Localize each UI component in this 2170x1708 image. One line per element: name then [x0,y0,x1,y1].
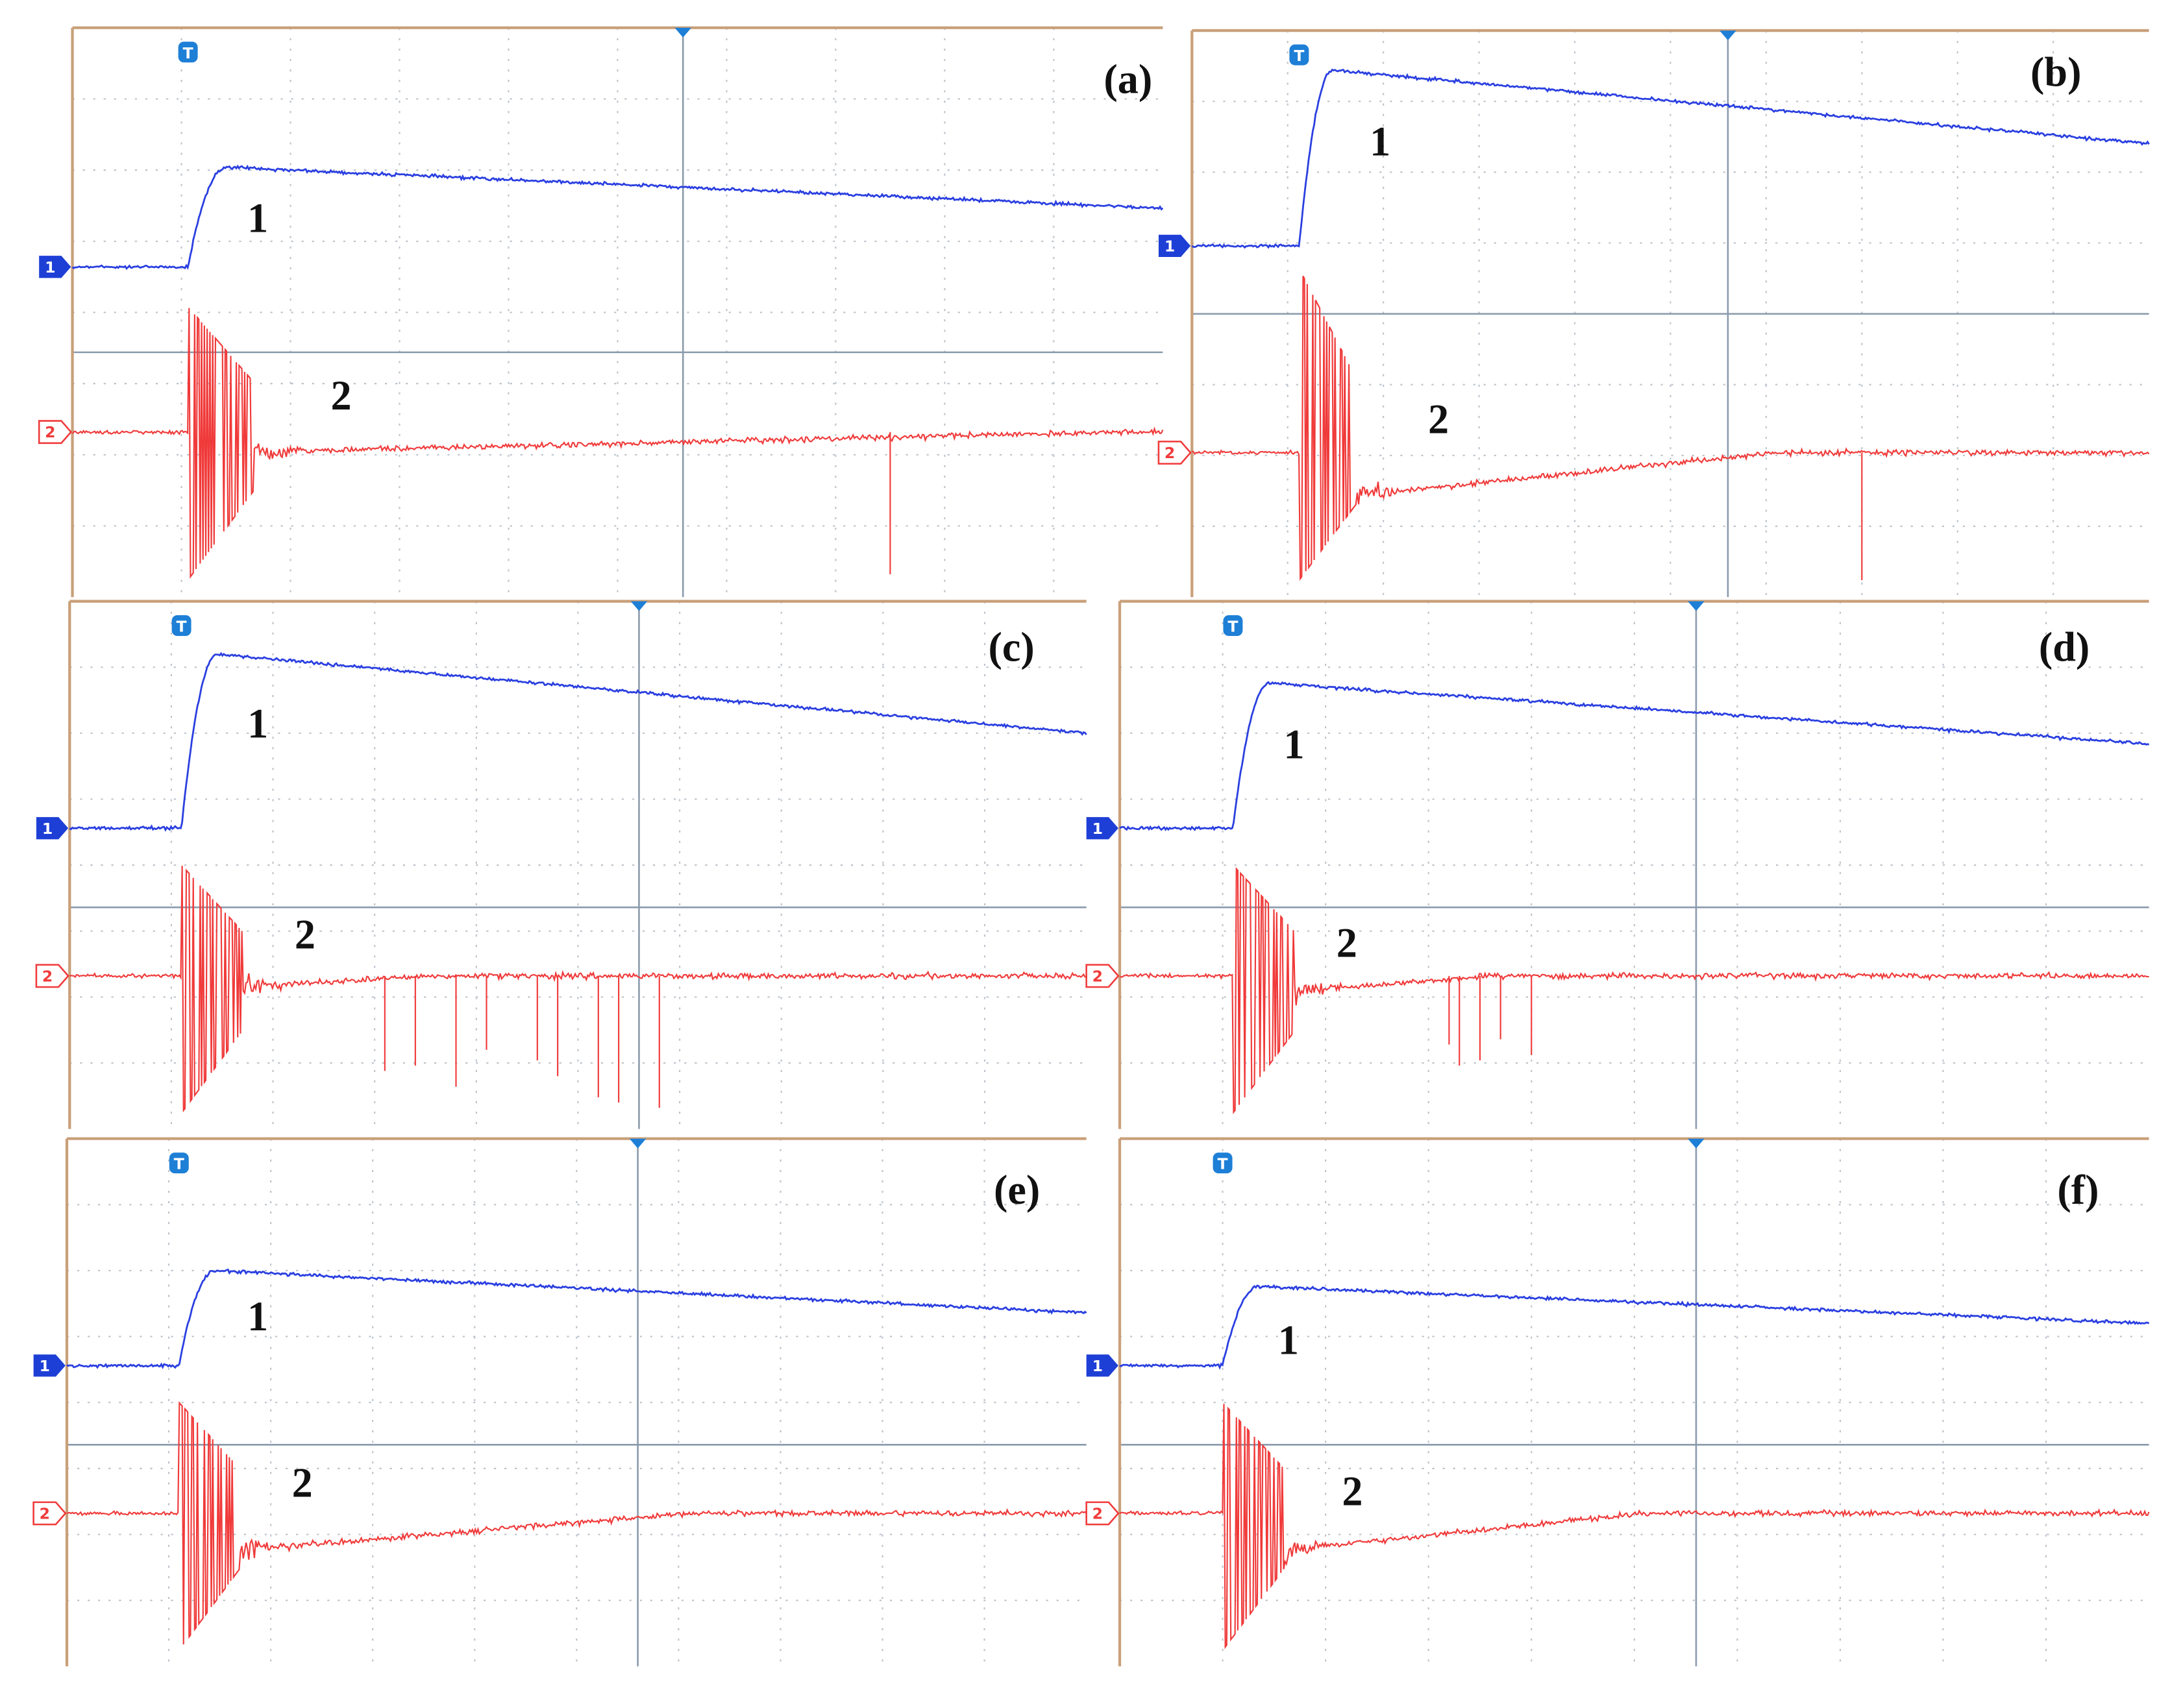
channel1-marker [36,817,69,840]
channel2-marker [35,964,69,988]
center-marker [674,27,692,38]
panel-label: (c) [988,624,1034,670]
trigger-marker [1223,615,1243,637]
channel1-marker [1086,817,1118,840]
trigger-marker [1213,1153,1233,1174]
trace2-label: 2 [292,1460,313,1506]
trace1-label: 1 [1283,721,1304,767]
scope-panel: T 1 2 1 2 (d) [1085,600,2150,1129]
channel2-label: 2 [40,1505,50,1523]
channel1-marker [1158,234,1191,257]
trace2-label: 2 [1342,1469,1362,1515]
center-marker [630,601,648,611]
scope-panel: T 1 2 1 2 (b) [1157,29,2150,598]
channel1-label: 1 [1165,237,1175,255]
trigger-marker [1289,44,1309,66]
center-marker [629,1138,647,1149]
channel2-marker [1157,441,1192,465]
trigger-label: T [174,1155,184,1173]
channel2-label: 2 [1092,1505,1103,1523]
trace1-label: 1 [1278,1317,1299,1363]
channel1-marker [39,256,71,278]
trace1-label: 1 [247,700,268,746]
channel1-label: 1 [1092,820,1103,838]
trace2-label: 2 [331,372,352,419]
channel2-trace [1119,867,2149,1114]
center-marker [1688,601,1705,611]
channel2-trace [1192,275,2150,581]
channel2-label: 2 [42,967,53,985]
panel-label: (b) [2030,49,2081,95]
channel1-trace [1191,68,2150,249]
trace1-label: 1 [1370,119,1390,165]
channel1-label: 1 [1092,1357,1103,1375]
trigger-label: T [1218,1155,1228,1173]
channel2-trace [71,308,1164,579]
channel2-marker [38,420,73,445]
channel2-label: 2 [1165,444,1175,462]
trace1-label: 1 [247,195,268,241]
panel-label: (a) [1103,56,1152,102]
trigger-marker [169,1153,189,1174]
channel2-label: 2 [45,423,55,441]
trigger-label: T [1294,47,1304,65]
channel1-trace [66,1268,1087,1369]
channel2-label: 2 [1092,967,1103,985]
channel1-marker [1086,1354,1118,1377]
trigger-marker [171,615,191,637]
center-marker [1720,30,1736,41]
channel1-label: 1 [40,1357,50,1375]
channel2-trace [1119,1404,2150,1650]
channel2-marker [32,1501,67,1526]
panel-label: (e) [994,1167,1040,1213]
trigger-label: T [1227,618,1238,636]
panel-label: (d) [2039,624,2090,670]
scope-panel: T 1 2 1 2 (a) [38,26,1164,598]
trace1-label: 1 [247,1293,268,1339]
trace2-label: 2 [1428,396,1449,443]
channel1-label: 1 [45,258,55,276]
scope-panel: T 1 2 1 2 (f) [1085,1137,2150,1666]
center-marker [1688,1138,1705,1149]
channel1-trace [1119,1284,2150,1370]
trace2-label: 2 [295,912,315,958]
scope-panel: T 1 2 1 2 (e) [32,1137,1087,1666]
panel-label: (f) [2057,1167,2099,1213]
channel1-trace [69,652,1087,832]
channel1-label: 1 [42,820,53,838]
channel1-trace [71,164,1164,271]
channel2-marker [1085,964,1120,988]
trigger-label: T [183,44,193,62]
channel1-marker [33,1354,66,1377]
scope-panel: T 1 2 1 2 (c) [35,600,1087,1129]
trigger-label: T [177,618,187,636]
channel2-marker [1085,1501,1120,1526]
channel1-trace [1119,681,2150,831]
trigger-marker [178,42,198,63]
channel2-trace [69,866,1087,1113]
trace2-label: 2 [1337,920,1357,966]
channel2-trace [66,1401,1087,1645]
